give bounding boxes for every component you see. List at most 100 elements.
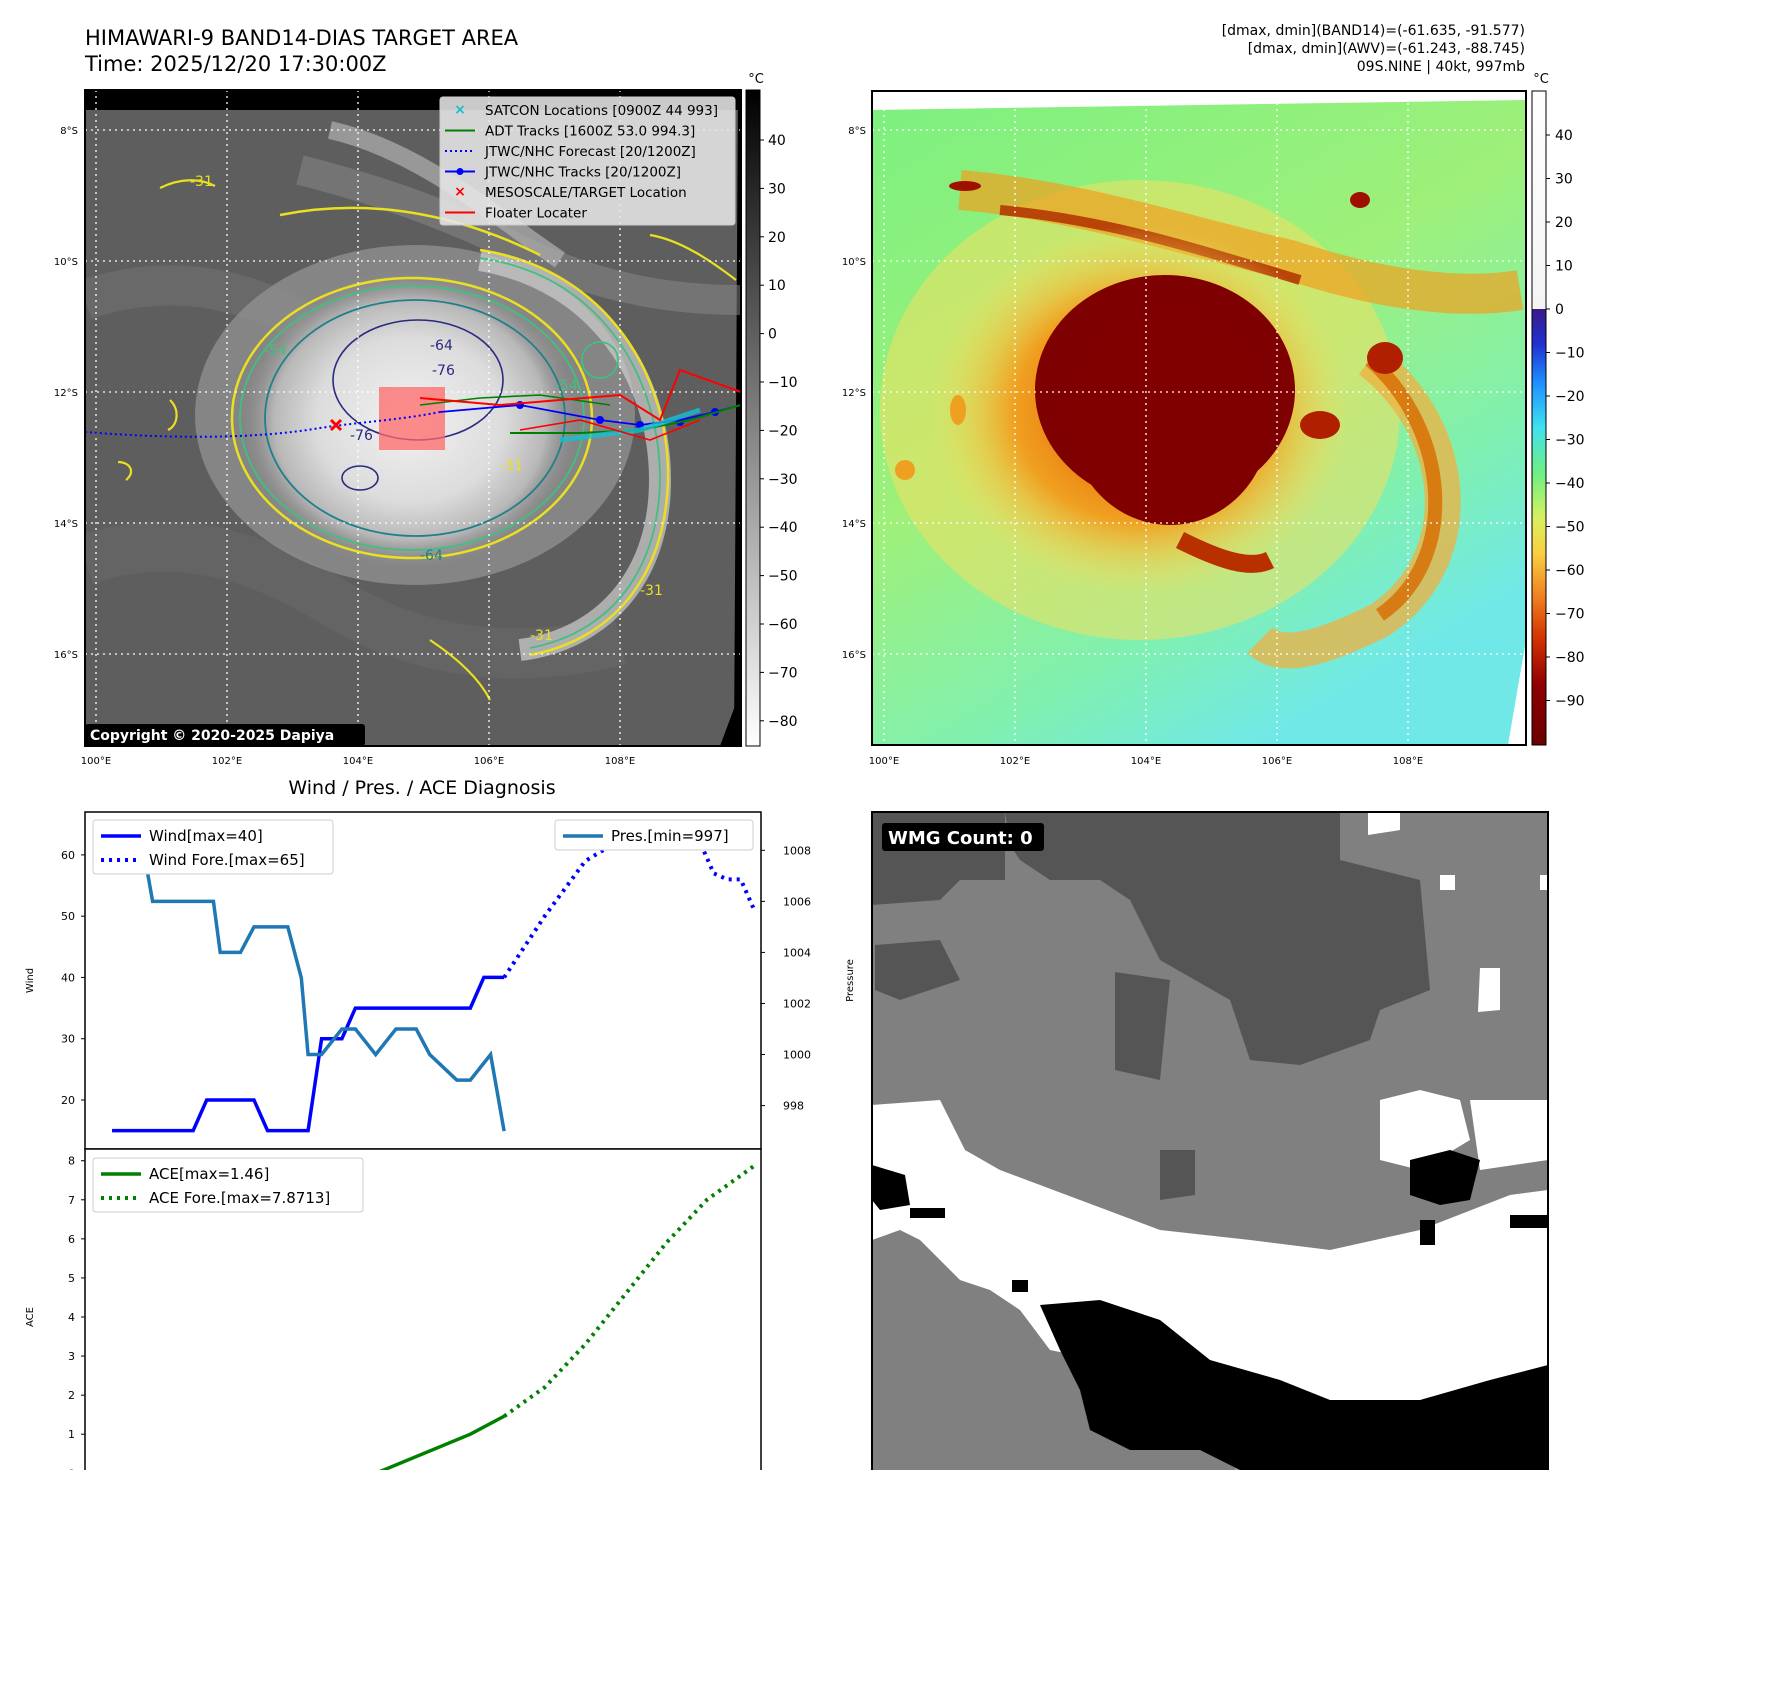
wind-pressure-chart: 20 30 40 50 60 998 1000 1002 1004 1006 1008 Pressur…: [25, 811, 856, 1150]
lat-label: 8°S: [60, 126, 78, 137]
lat-labels-right: 8°S 10°S 12°S 14°S 16°S: [842, 126, 866, 661]
y-tick-label: 20: [61, 1094, 75, 1107]
lat-label: 12°S: [842, 388, 866, 399]
y-tick-label: 8: [68, 1155, 75, 1168]
y-right-tick-label: 1008: [783, 844, 811, 857]
lon-label: 102°E: [212, 756, 242, 767]
colorbar-tick-label: −70: [768, 665, 798, 681]
ace-chart: 0 1 2 3 4 5 6 7 8 ACE ACE[max=1.46] ACE Fore.[max=7…: [25, 1148, 762, 1470]
colorbar-tick-label: 30: [1555, 172, 1573, 188]
lat-label: 14°S: [54, 519, 78, 530]
legend-item: × MESOSCALE/TARGET Location: [454, 184, 687, 201]
lat-labels-left: 8°S 10°S 12°S 14°S 16°S: [54, 126, 78, 661]
contour-label: -54: [555, 378, 578, 394]
colorbar-tick-label: 10: [768, 278, 786, 294]
y-tick-label: 40: [61, 971, 75, 984]
lon-label: 100°E: [81, 756, 111, 767]
contour-label: -31: [640, 583, 663, 599]
colorbar-gray: °C 40 30 20 10 0 −10 −20 −30 −40 −50 −60 −70 −80: [745, 72, 798, 747]
y-tick-label: 4: [68, 1311, 75, 1324]
wmg-count-label: WMG Count: 0: [888, 828, 1033, 849]
colorbar-tick-label: −30: [1555, 433, 1585, 449]
lat-label: 10°S: [842, 257, 866, 268]
contour-labels: -31 -54 -64 -76 -31 -64 -54 -31 -76 -31: [190, 174, 663, 644]
lon-label: 106°E: [474, 756, 504, 767]
legend-label: JTWC/NHC Forecast [20/1200Z]: [484, 144, 696, 160]
chart-legend: ACE[max=1.46] ACE Fore.[max=7.8713]: [92, 1157, 364, 1213]
colorbar-tick-label: 40: [768, 133, 786, 149]
legend-label: JTWC/NHC Tracks [20/1200Z]: [484, 165, 681, 181]
legend-item: Floater Locater: [445, 206, 587, 222]
wmg-panel: WMG Count: 0: [871, 811, 1549, 1470]
colorbar-tick-label: 0: [768, 327, 777, 343]
series-pres-line: [112, 823, 506, 1132]
lat-label: 16°S: [842, 650, 866, 661]
chart-legend-label: Wind Fore.[max=65]: [149, 851, 305, 869]
chart-legend: Wind[max=40] Wind Fore.[max=65]: [92, 819, 334, 875]
figure-canvas: HIMAWARI-9 BAND14-DIAS TARGET AREA Time:…: [25, 23, 1585, 1470]
y-tick-label: 1: [68, 1428, 75, 1441]
y-right-tick-label: 1006: [783, 895, 811, 908]
colorbar-tick-label: −50: [1555, 520, 1585, 536]
lat-label: 10°S: [54, 257, 78, 268]
legend-item: × SATCON Locations [0900Z 44 993]: [454, 102, 718, 119]
lon-labels-right: 100°E 102°E 104°E 106°E 108°E: [869, 756, 1423, 767]
contour-label: -76: [432, 363, 455, 379]
colorbar-tick-label: 20: [768, 230, 786, 246]
y-tick-label: 30: [61, 1033, 75, 1046]
y-tick-label: 2: [68, 1389, 75, 1402]
lon-label: 104°E: [343, 756, 373, 767]
chart-legend-label: ACE[max=1.46]: [149, 1165, 269, 1183]
colorbar-color: °C 40 30 20 10 0 −10 −20 −30 −40 −50 −60 −70 −80 −90: [1531, 72, 1585, 746]
colorbar-tick-label: −10: [1555, 346, 1585, 362]
series-aceline: [379, 1414, 505, 1470]
y-axis-label: ACE: [25, 1307, 36, 1327]
colorbar-tick-label: −60: [768, 617, 798, 633]
lon-label: 100°E: [869, 756, 899, 767]
colorbar-tick-label: 40: [1555, 128, 1573, 144]
lat-label: 8°S: [848, 126, 866, 137]
y-tick-label: 60: [61, 849, 75, 862]
legend-dot-marker: [456, 168, 464, 175]
chart-legend-label: ACE Fore.[max=7.8713]: [149, 1189, 330, 1207]
series-ace-fore-line: [502, 1164, 756, 1418]
y-right-tick-label: 1004: [783, 946, 811, 959]
copyright-badge: Copyright © 2020-2025 Dapiya: [85, 724, 365, 746]
legend-label: Floater Locater: [485, 206, 587, 222]
legend-label: MESOSCALE/TARGET Location: [485, 185, 687, 201]
colorbar-tick-label: −60: [1555, 563, 1585, 579]
legend-item: ADT Tracks [1600Z 53.0 994.3]: [445, 124, 695, 140]
colorbar-tick-label: 0: [1555, 302, 1564, 318]
colorbar-tick-label: −70: [1555, 607, 1585, 623]
copyright-text: Copyright © 2020-2025 Dapiya: [90, 728, 334, 744]
colorbar-tick-label: 20: [1555, 215, 1573, 231]
legend-item: JTWC/NHC Tracks [20/1200Z]: [445, 165, 681, 181]
y-right-tick-label: 1002: [783, 997, 811, 1010]
colorbar-tick-label: −10: [768, 375, 798, 391]
contour-label: -76: [350, 428, 373, 444]
title-line2: Time: 2025/12/20 17:30:00Z: [84, 52, 387, 76]
contour-label: -31: [530, 628, 553, 644]
legend-x-marker: ×: [454, 184, 466, 200]
colorbar-tick-label: 10: [1555, 259, 1573, 275]
lon-label: 104°E: [1131, 756, 1161, 767]
info-line1: [dmax, dmin](BAND14)=(-61.635, -91.577): [1222, 23, 1525, 39]
awv-color-map: [872, 91, 1526, 745]
contour-label: -64: [420, 548, 443, 564]
lat-label: 14°S: [842, 519, 866, 530]
lon-labels-left: 100°E 102°E 104°E 106°E 108°E: [81, 756, 635, 767]
lat-label: 12°S: [54, 388, 78, 399]
legend-label: ADT Tracks [1600Z 53.0 994.3]: [485, 124, 695, 140]
colorbar-tick-label: −80: [1555, 650, 1585, 666]
legend-item: JTWC/NHC Forecast [20/1200Z]: [445, 144, 696, 160]
colorbar-tick-label: −30: [768, 472, 798, 488]
colorbar-tick-label: −80: [768, 714, 798, 730]
lon-label: 102°E: [1000, 756, 1030, 767]
colorbar-tick-label: −40: [768, 520, 798, 536]
colorbar-tick-label: −20: [1555, 389, 1585, 405]
chart-legend-label: Wind[max=40]: [149, 827, 263, 845]
colorbar-tick-label: −50: [768, 569, 798, 585]
colorbar-gray-unit: °C: [748, 72, 764, 87]
gray-map-frame: [84, 89, 742, 747]
y-tick-label: 3: [68, 1350, 75, 1363]
